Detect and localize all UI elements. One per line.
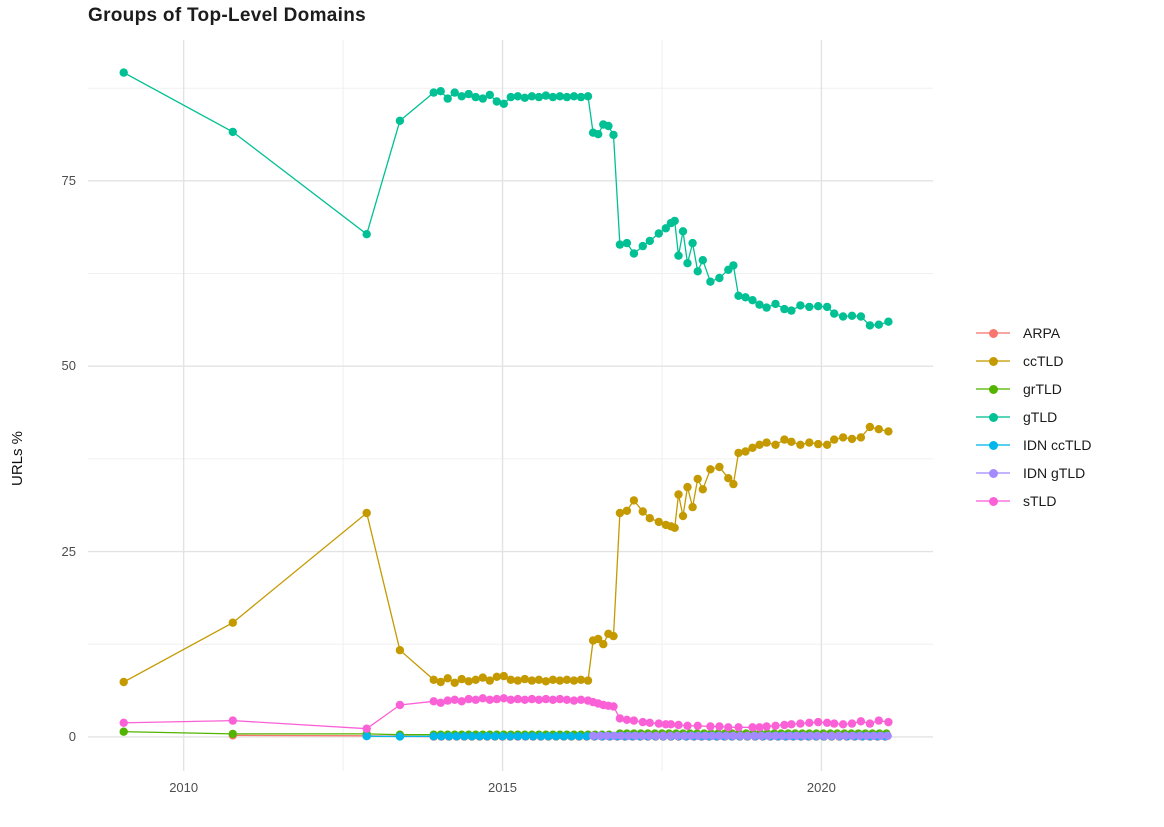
series-idn-gtld — [588, 731, 892, 740]
legend-item-idn-gtld: IDN gTLD — [976, 459, 1091, 487]
y-tick-label: 25 — [61, 543, 76, 559]
y-tick-label: 75 — [61, 172, 76, 188]
legend-key-icon — [976, 495, 1010, 507]
chart-title: Groups of Top-Level Domains — [88, 5, 366, 26]
legend-item-grtld: grTLD — [976, 375, 1091, 403]
legend-item-stld: sTLD — [976, 487, 1091, 515]
legend-item-label: grTLD — [1023, 381, 1062, 397]
legend-item-cctld: ccTLD — [976, 347, 1091, 375]
legend-key-icon — [976, 439, 1010, 451]
series-cctld — [119, 422, 893, 687]
legend-item-label: ccTLD — [1023, 353, 1064, 369]
legend-item-gtld: gTLD — [976, 403, 1091, 431]
y-tick-label: 0 — [68, 728, 76, 744]
x-tick-label: 2010 — [169, 780, 199, 795]
legend-key-icon — [976, 327, 1010, 339]
legend-item-label: gTLD — [1023, 409, 1058, 425]
y-tick-label: 50 — [61, 358, 76, 374]
legend-item-arpa: ARPA — [976, 319, 1091, 347]
legend-item-label: IDN gTLD — [1023, 465, 1086, 481]
legend-item-label: ARPA — [1023, 325, 1061, 341]
legend-key-icon — [976, 355, 1010, 367]
legend-key-icon — [976, 467, 1010, 479]
legend-key-icon — [976, 383, 1010, 395]
legend-item-label: IDN ccTLD — [1023, 437, 1092, 453]
series-stld — [119, 694, 893, 733]
series-gtld — [119, 68, 893, 330]
legend-item-label: sTLD — [1023, 493, 1057, 509]
legend: ARPA ccTLD grTLD gTLD IDN ccTLD IDN gTLD sTLD — [976, 319, 1091, 515]
x-tick-label: 2015 — [488, 780, 517, 795]
legend-item-idn-cctld: IDN ccTLD — [976, 431, 1091, 459]
legend-key-icon — [976, 411, 1010, 423]
x-tick-label: 2020 — [806, 780, 836, 795]
